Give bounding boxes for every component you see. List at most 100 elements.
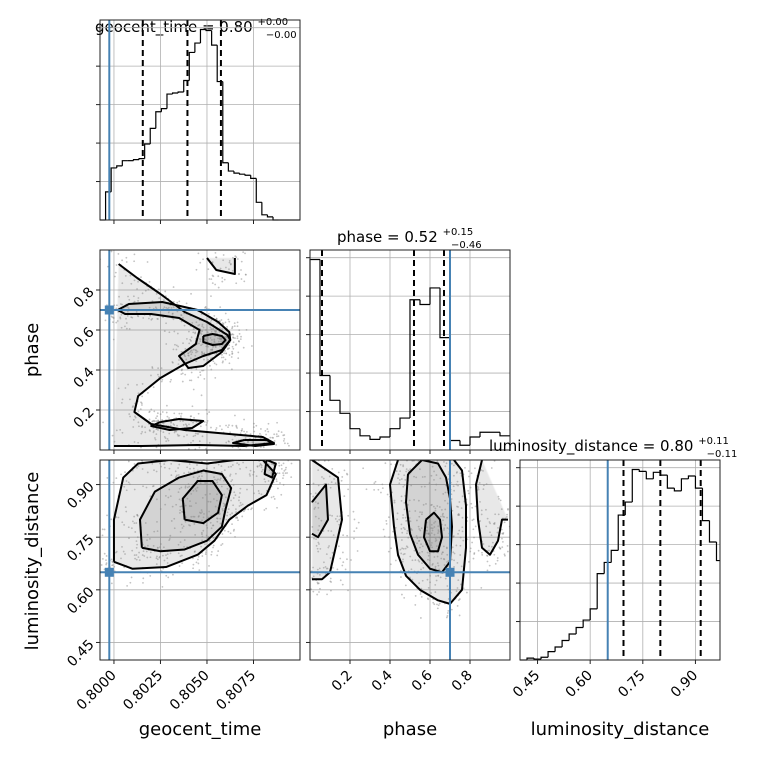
hist-bin <box>645 471 654 480</box>
hist-bin <box>199 28 207 44</box>
hist-bin <box>205 29 212 32</box>
hist-bin <box>171 92 179 95</box>
x-tick-label-luminosity-distance: 0.75 <box>615 668 648 701</box>
x-tick-label-geocent-time: 0.8075 <box>213 668 259 714</box>
hist-bin <box>349 413 360 430</box>
truth-marker <box>104 567 114 577</box>
truth-marker <box>104 305 114 315</box>
axes-frame <box>309 249 511 451</box>
hist-bin <box>540 656 549 660</box>
hist-bin <box>561 639 570 647</box>
x-tick-label-phase: 0.4 <box>369 667 396 694</box>
hist-bin <box>526 657 535 660</box>
density-shade <box>206 258 235 274</box>
hist-bin <box>250 175 257 179</box>
contour-line <box>475 460 508 556</box>
hist-bin <box>694 476 703 489</box>
hist-bin <box>459 440 470 446</box>
contour-line <box>423 511 443 553</box>
hist-bin <box>596 572 605 609</box>
hist-bin <box>177 91 184 94</box>
x-tick-label-geocent-time: 0.8050 <box>167 668 213 714</box>
hist-bin <box>261 202 268 216</box>
hist-bin <box>419 299 430 306</box>
y-tick-label-phase: 0.4 <box>71 364 98 391</box>
hist-bin <box>155 111 162 129</box>
contour-line <box>150 418 205 431</box>
hist-bin <box>222 81 229 164</box>
x-tick-label-luminosity-distance: 0.60 <box>563 668 596 701</box>
hist-bin <box>319 259 330 377</box>
x-tick-label-phase: 0.2 <box>329 668 356 695</box>
hist-phase <box>306 249 511 454</box>
hist-bin <box>244 174 251 176</box>
hist-bin <box>631 468 640 503</box>
hist-bin <box>359 428 370 437</box>
density-shade <box>182 481 222 524</box>
hist-bin <box>329 375 340 401</box>
y-tick-label-luminosity-distance: 0.60 <box>64 584 97 617</box>
hist-bin <box>469 436 480 446</box>
y-tick-label-luminosity-distance: 0.45 <box>64 637 97 670</box>
title-phase: phase = 0.52 +0.15 −0.46 <box>337 221 482 251</box>
panel-luminosity-distance-hist: luminosity_distance = 0.80 +0.11 −0.11 0… <box>489 430 737 701</box>
hist-bin <box>666 475 675 489</box>
hist-bin <box>132 159 140 161</box>
y-tick-label-phase: 0.8 <box>71 284 98 311</box>
contour-line <box>263 460 277 479</box>
y-tick-label-luminosity-distance: 0.90 <box>64 479 97 512</box>
title-geocent-time: geocent_time = 0.80 +0.00 −0.00 <box>95 11 297 41</box>
hist-bin <box>610 549 619 563</box>
hist-bin <box>309 258 320 450</box>
hist-bin <box>449 337 460 442</box>
hist-bin <box>638 469 647 472</box>
hist-bin <box>554 646 563 652</box>
hist-bin <box>575 626 584 634</box>
xlabel-luminosity-distance: luminosity_distance <box>531 719 710 740</box>
contour-line <box>113 263 275 447</box>
x-tick-label-luminosity-distance: 0.45 <box>510 668 543 701</box>
hist-bin <box>652 471 661 479</box>
x-tick-label-phase: 0.8 <box>449 668 476 695</box>
hist-bin <box>479 431 490 437</box>
hist-bin <box>547 651 556 658</box>
xlabel-phase: phase <box>383 719 437 740</box>
hist-bin <box>266 214 274 218</box>
hist-bin <box>188 51 195 81</box>
axes-frame <box>99 19 301 221</box>
hist-bin <box>238 173 246 175</box>
hist-bin <box>121 160 128 166</box>
hist-luminosity-distance: 0.45 0.60 0.75 0.90 <box>510 459 721 701</box>
hist-bin <box>568 633 577 641</box>
hist-bin <box>255 178 262 203</box>
axes-frame <box>99 249 301 451</box>
hist-bin <box>399 417 410 429</box>
y-tick-label-phase: 0.6 <box>71 324 98 351</box>
title-luminosity-distance: luminosity_distance = 0.80 +0.11 −0.11 <box>489 430 737 460</box>
sample-points <box>310 460 510 619</box>
hist-bin <box>110 167 117 192</box>
hist-bin <box>149 127 156 145</box>
axes-frame <box>309 459 511 661</box>
truth-marker <box>445 567 455 577</box>
hist-bin <box>582 619 591 628</box>
hist-bin <box>659 472 668 476</box>
panel-phase-hist: phase = 0.52 +0.15 −0.46 <box>306 221 511 454</box>
ylabel-luminosity-distance: luminosity_distance <box>22 472 43 651</box>
x-tick-label-luminosity-distance: 0.90 <box>668 668 701 701</box>
hist-bin <box>160 108 167 112</box>
hist-bin <box>409 299 420 419</box>
density-shade <box>424 512 442 552</box>
x-tick-label-geocent-time: 0.8000 <box>74 668 120 714</box>
hist-bin <box>687 475 696 479</box>
hist-bin <box>194 42 201 53</box>
hist-bin <box>138 157 145 160</box>
hist-bin <box>603 561 612 574</box>
hist-bin <box>680 478 689 491</box>
contour-line <box>232 439 275 447</box>
hist-bin <box>499 432 510 437</box>
panel-phase-vs-luminosity-distance: 0.2 0.4 0.6 0.8 <box>306 459 511 695</box>
axes-frame <box>99 459 301 661</box>
contour-line <box>206 257 236 275</box>
